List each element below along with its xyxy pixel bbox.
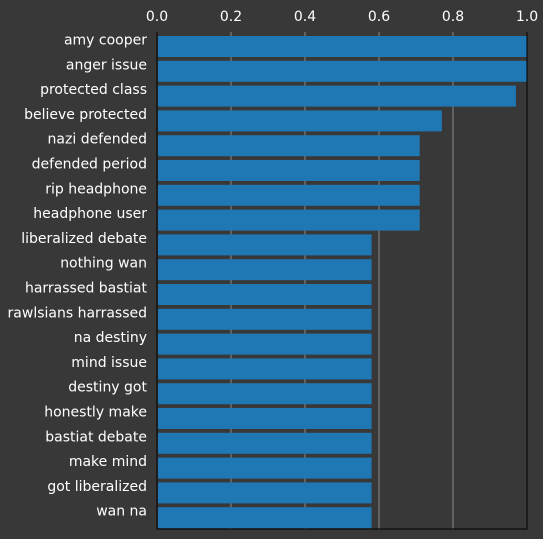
- category-label: destiny got: [68, 380, 147, 396]
- x-tick-label: 0.2: [220, 9, 242, 25]
- x-tick-label: 0.0: [146, 9, 168, 25]
- bar: [158, 135, 420, 157]
- bar: [158, 507, 372, 529]
- bar: [158, 234, 372, 256]
- category-label: na destiny: [74, 330, 147, 346]
- bar: [158, 383, 372, 405]
- category-label: got liberalized: [47, 479, 147, 495]
- bar: [158, 284, 372, 305]
- category-label: liberalized debate: [21, 231, 147, 247]
- bar: [158, 110, 442, 132]
- category-label: amy cooper: [64, 33, 147, 49]
- bar: [158, 432, 372, 454]
- x-tick-label: 1.0: [516, 9, 538, 25]
- bar: [158, 36, 527, 57]
- bar: [158, 209, 420, 231]
- bars: [158, 36, 527, 529]
- category-label: make mind: [69, 454, 147, 470]
- x-tick-labels: 0.0 0.2 0.4 0.6 0.8 1.0: [146, 9, 538, 25]
- category-label: harrassed bastiat: [25, 281, 148, 297]
- bar: [158, 408, 372, 429]
- bar: [158, 85, 516, 107]
- category-label: rip headphone: [45, 181, 147, 197]
- category-label: believe protected: [24, 107, 147, 123]
- category-label: anger issue: [66, 57, 147, 73]
- bar: [158, 184, 420, 206]
- category-label: bastiat debate: [45, 429, 147, 445]
- bar: [158, 259, 372, 281]
- category-labels: amy cooper anger issue protected class beli…: [8, 33, 148, 520]
- category-label: wan na: [96, 504, 147, 520]
- category-label: headphone user: [33, 206, 147, 222]
- category-label: honestly make: [44, 405, 147, 421]
- bar: [158, 482, 372, 504]
- category-label: rawlsians harrassed: [8, 305, 147, 321]
- bar: [158, 308, 372, 330]
- bar: [158, 333, 372, 355]
- x-tick-label: 0.8: [442, 9, 464, 25]
- bar: [158, 358, 372, 380]
- bar: [158, 60, 527, 82]
- axes: [156, 32, 528, 530]
- category-label: protected class: [40, 82, 147, 98]
- x-tick-label: 0.4: [294, 9, 316, 25]
- category-label: defended period: [32, 157, 147, 173]
- x-tick-label: 0.6: [368, 9, 390, 25]
- category-label: nothing wan: [60, 256, 147, 272]
- category-label: nazi defended: [48, 132, 147, 148]
- bar: [158, 457, 372, 479]
- category-label: mind issue: [71, 355, 147, 371]
- bar: [158, 160, 420, 181]
